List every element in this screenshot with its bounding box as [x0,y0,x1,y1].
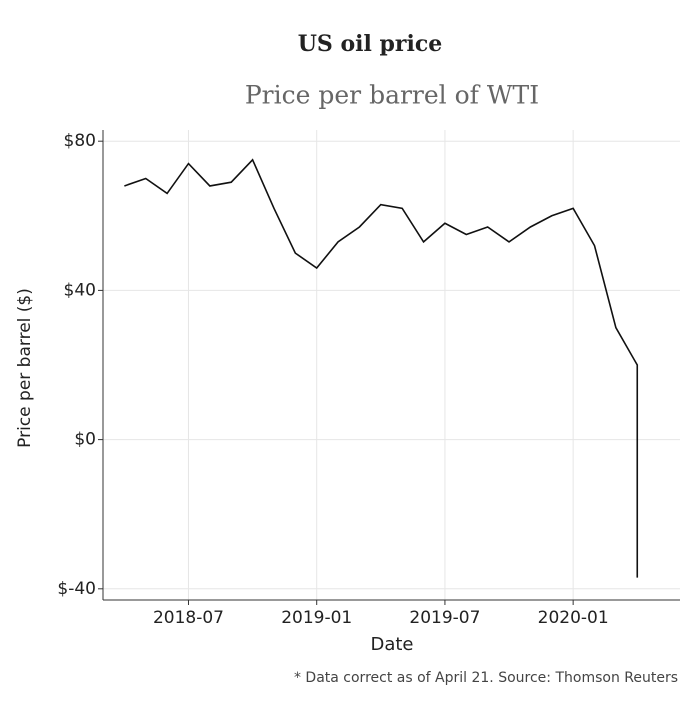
y-axis-label: Price per barrel ($) [15,288,35,448]
y-tick-label: $40 [64,280,96,300]
x-axis-label: Date [370,634,413,655]
chart-subtitle: Price per barrel of WTI [245,81,539,110]
price-line [124,158,639,578]
y-tick-label: $-40 [57,579,96,599]
source-note: * Data correct as of April 21. Source: T… [294,670,678,686]
y-tick-label: $0 [74,430,96,450]
x-tick-label: 2019-07 [409,608,480,628]
y-tick-label: $80 [64,131,96,151]
x-tick-label: 2019-01 [281,608,352,628]
x-tick-label: 2018-07 [153,608,224,628]
chart-title: US oil price [298,31,443,57]
x-tick-label: 2020-01 [538,608,609,628]
